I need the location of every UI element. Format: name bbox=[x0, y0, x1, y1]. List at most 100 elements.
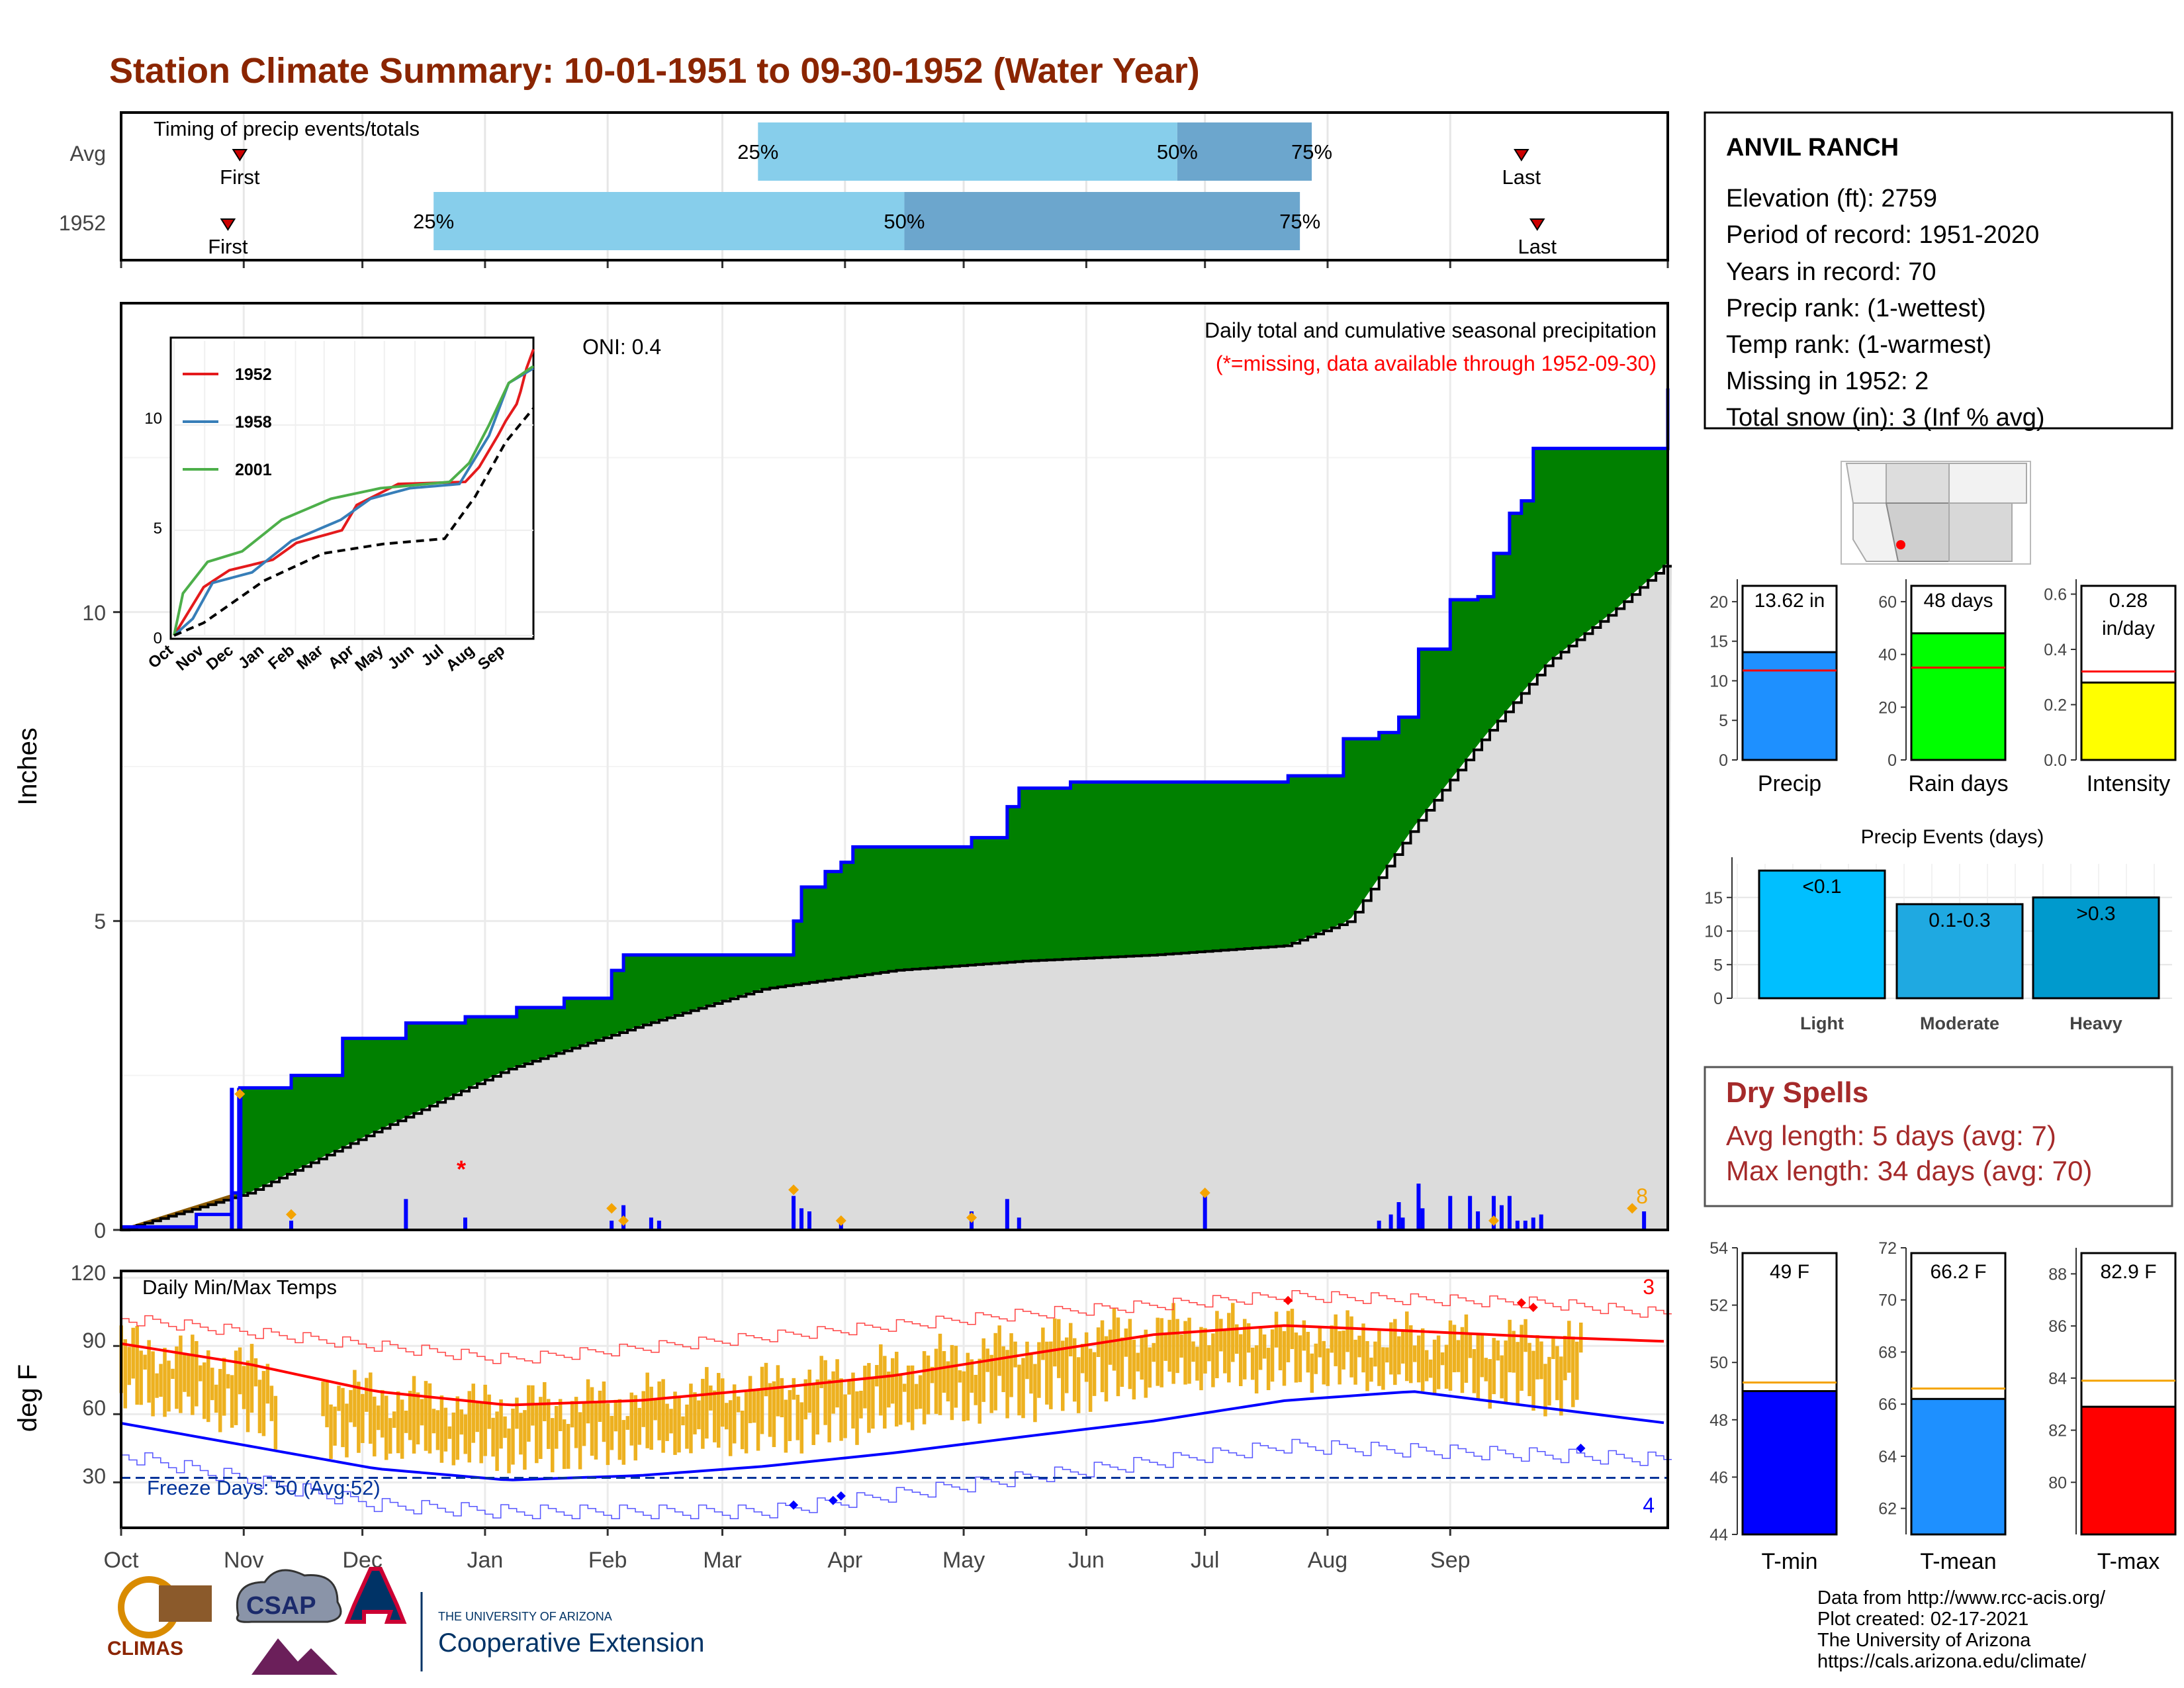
temp-day-bar-167 bbox=[776, 1365, 780, 1417]
inset-month-label-2: Dec bbox=[203, 641, 237, 674]
temp-day-bar-139 bbox=[665, 1403, 669, 1441]
temp-day-bar-13 bbox=[167, 1360, 171, 1412]
temp-summary-tick-label-0-4: 52 bbox=[1709, 1297, 1728, 1315]
temp-day-bar-222 bbox=[993, 1333, 997, 1411]
temp-day-bar-284 bbox=[1238, 1334, 1243, 1386]
missing-day-marker-0: * bbox=[457, 1156, 466, 1183]
temp-day-bar-201 bbox=[910, 1365, 915, 1430]
timing-first-label-1: First bbox=[208, 235, 248, 258]
temp-day-bar-341 bbox=[1464, 1314, 1469, 1383]
timing-title: Timing of precip events/totals bbox=[154, 117, 420, 140]
temp-day-bar-189 bbox=[863, 1366, 867, 1409]
temp-day-bar-329 bbox=[1416, 1335, 1421, 1383]
temp-day-bar-310 bbox=[1342, 1331, 1345, 1370]
temp-day-bar-253 bbox=[1116, 1317, 1120, 1397]
temp-day-bar-103 bbox=[523, 1410, 527, 1470]
temp-day-bar-115 bbox=[570, 1401, 574, 1428]
temp-day-bar-17 bbox=[183, 1352, 187, 1392]
events-chart: 0 5 10 15 <0.1 Light 0.1-0.3 Moderate >0.3 Heavy bbox=[1704, 857, 2172, 1033]
precip-daily-bar-20 bbox=[1416, 1184, 1421, 1230]
temp-day-bar-156 bbox=[732, 1384, 737, 1444]
map-state-ca bbox=[1852, 502, 1899, 562]
inset-month-label-5: Mar bbox=[294, 641, 327, 673]
inset-series-line-3 bbox=[173, 407, 535, 637]
temp-day-bar-360 bbox=[1539, 1341, 1543, 1380]
precip-event-marker-3 bbox=[618, 1215, 629, 1226]
temp-day-bar-170 bbox=[788, 1389, 792, 1441]
temp-day-bar-183 bbox=[839, 1378, 843, 1441]
precip-event-marker-5 bbox=[835, 1215, 846, 1226]
temp-day-bar-130 bbox=[629, 1392, 634, 1446]
month-label-7: May bbox=[942, 1548, 985, 1573]
temp-day-bar-321 bbox=[1385, 1347, 1389, 1363]
temp-summary-tick-label-0-0: 44 bbox=[1709, 1526, 1728, 1544]
temp-day-bar-347 bbox=[1488, 1359, 1492, 1409]
temp-normal-max-line bbox=[120, 1324, 1664, 1407]
temp-day-bar-163 bbox=[760, 1366, 764, 1434]
temp-day-bar-131 bbox=[633, 1395, 638, 1461]
temp-day-bar-226 bbox=[1009, 1333, 1013, 1397]
dry-spells-title: Dry Spells bbox=[1726, 1076, 1868, 1109]
temp-day-bar-364 bbox=[1555, 1346, 1559, 1401]
temp-day-bar-270 bbox=[1183, 1321, 1187, 1385]
temp-day-bar-309 bbox=[1338, 1331, 1342, 1385]
temp-day-bar-86 bbox=[455, 1396, 460, 1460]
temp-day-bar-178 bbox=[819, 1356, 823, 1389]
temp-day-bar-230 bbox=[1025, 1341, 1029, 1380]
temp-day-bar-282 bbox=[1231, 1303, 1235, 1362]
inset-series-line-2 bbox=[173, 365, 535, 636]
temp-day-bar-240 bbox=[1064, 1337, 1069, 1393]
temp-day-bar-21 bbox=[199, 1365, 203, 1382]
temp-day-bar-208 bbox=[938, 1333, 942, 1415]
temp-day-bar-322 bbox=[1389, 1322, 1393, 1375]
inset-month-label-11: Sep bbox=[475, 641, 508, 674]
footer-logos: CLIMAS CSAP THE UNIVERSITY OF ARIZONA Co… bbox=[107, 1567, 704, 1675]
temp-day-bar-188 bbox=[859, 1390, 863, 1419]
temp-day-bar-193 bbox=[879, 1344, 883, 1416]
timing-first-marker-1 bbox=[220, 218, 236, 231]
temp-day-bar-126 bbox=[614, 1399, 618, 1432]
precip-daily-bar-2 bbox=[404, 1199, 408, 1230]
precip-event-marker-9 bbox=[1627, 1203, 1638, 1214]
temp-day-bar-93 bbox=[483, 1384, 487, 1456]
temp-day-bar-121 bbox=[594, 1403, 598, 1460]
temp-day-bar-114 bbox=[566, 1424, 570, 1469]
temp-summary-tick-label-1-0: 62 bbox=[1878, 1500, 1897, 1519]
temp-day-bar-244 bbox=[1080, 1344, 1085, 1374]
temp-day-bar-357 bbox=[1527, 1342, 1531, 1397]
summary-value-label-0: 13.62 in bbox=[1754, 590, 1825, 612]
temp-day-bar-107 bbox=[539, 1397, 543, 1459]
temp-day-bar-26 bbox=[218, 1369, 222, 1432]
temp-day-bar-68 bbox=[384, 1395, 388, 1460]
temp-day-bar-125 bbox=[610, 1415, 614, 1450]
temp-day-bar-256 bbox=[1128, 1319, 1132, 1389]
temp-day-bar-285 bbox=[1242, 1319, 1247, 1380]
temp-summary-bar-1 bbox=[1910, 1397, 2007, 1536]
temp-day-bar-352 bbox=[1508, 1319, 1512, 1373]
month-label-1: Nov bbox=[224, 1548, 263, 1573]
precip-events-panel: Precip Events (days) 0 5 10 15 <0.1 Light 0.1-… bbox=[1704, 826, 2172, 1033]
temp-day-bar-101 bbox=[515, 1397, 519, 1429]
oni-label: ONI: 0.4 bbox=[582, 335, 661, 359]
temp-day-bar-179 bbox=[823, 1360, 827, 1425]
temp-day-bar-271 bbox=[1187, 1317, 1191, 1384]
summary-tick-label-0-0: 0 bbox=[1719, 751, 1728, 770]
temp-day-bar-199 bbox=[902, 1383, 907, 1392]
temp-day-bar-140 bbox=[669, 1409, 673, 1434]
timing-p75-label-0: 75% bbox=[1291, 140, 1332, 164]
temp-day-bar-153 bbox=[721, 1378, 725, 1427]
temp-day-bar-353 bbox=[1512, 1331, 1516, 1373]
precip-y-axis-label: Inches bbox=[13, 727, 42, 806]
temp-day-bar-212 bbox=[954, 1346, 958, 1408]
temp-day-bar-129 bbox=[625, 1416, 630, 1430]
temp-day-bar-116 bbox=[574, 1397, 578, 1448]
timing-last-marker-0 bbox=[1514, 149, 1529, 162]
temp-day-bar-63 bbox=[365, 1378, 369, 1412]
temp-day-bar-15 bbox=[175, 1346, 179, 1409]
summary-tick-label-2-2: 0.4 bbox=[2044, 641, 2067, 659]
events-category-2: Heavy bbox=[2070, 1013, 2122, 1033]
temp-day-bar-241 bbox=[1068, 1323, 1073, 1357]
temp-summary-name-0: T-min bbox=[1762, 1549, 1818, 1574]
temp-day-bar-268 bbox=[1175, 1319, 1179, 1374]
temp-day-bar-218 bbox=[978, 1358, 982, 1424]
